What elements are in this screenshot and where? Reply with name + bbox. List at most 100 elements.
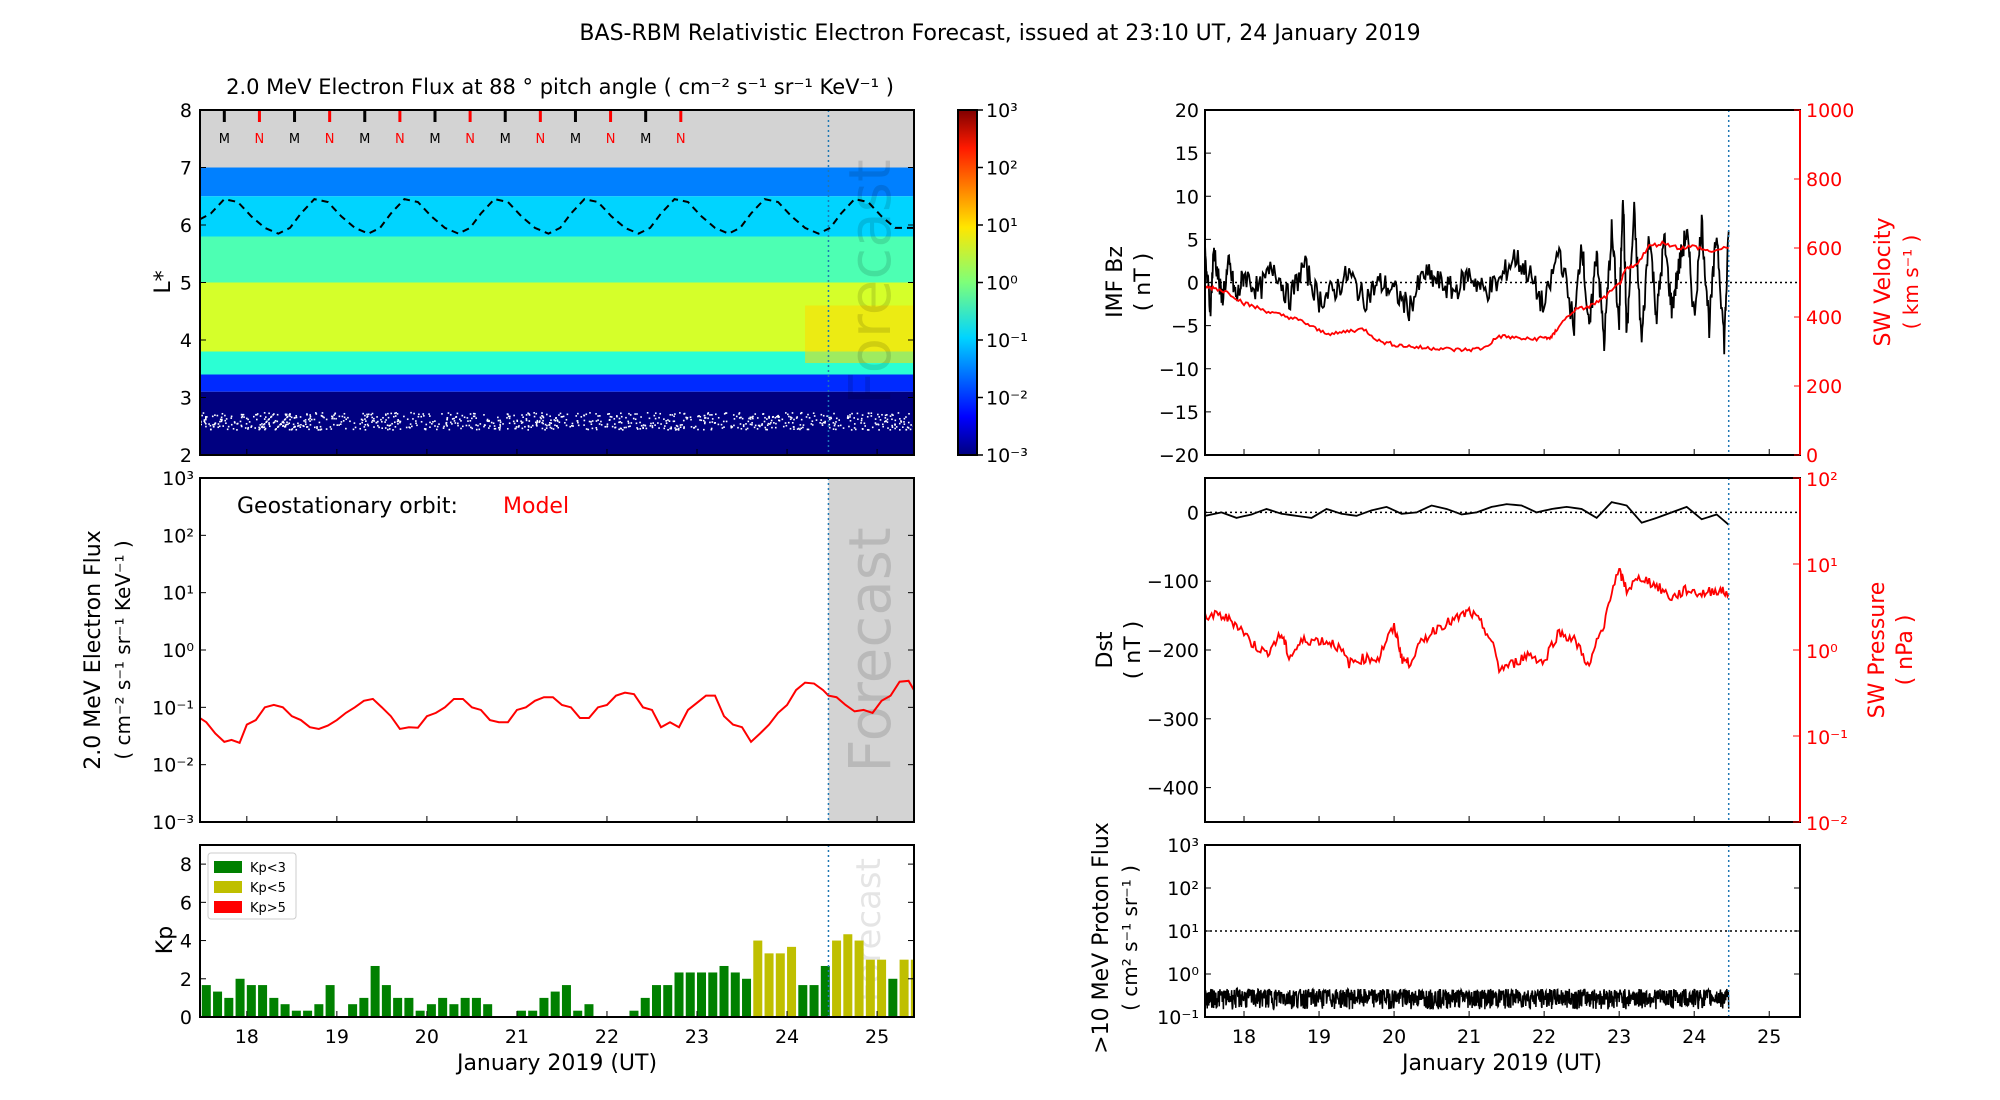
spectrogram-noise-dot <box>764 416 766 419</box>
spectrogram-noise-dot <box>634 418 637 421</box>
spectrogram-noise-dot <box>343 412 346 415</box>
spectrogram-noise-dot <box>465 424 468 427</box>
spectrogram-noise-dot <box>608 419 611 421</box>
y-tick-label-right: 10¹ <box>1806 555 1838 577</box>
spectrogram-noise-dot <box>793 428 795 430</box>
spectrogram-noise-dot <box>478 428 481 431</box>
spectrogram-noise-dot <box>288 428 291 431</box>
spectrogram-noise-dot <box>636 428 639 430</box>
x-tick-label: 23 <box>685 1026 709 1048</box>
spectrogram-noise-dot <box>394 415 397 417</box>
midnight-marker-label: M <box>640 132 651 147</box>
spectrogram-noise-dot <box>672 420 675 423</box>
geo-ylabel-line2: ( cm⁻² s⁻¹ sr⁻¹ KeV⁻¹ ) <box>111 540 135 759</box>
spectrogram-noise-dot <box>907 427 910 429</box>
geo-forecast-shade <box>828 478 914 822</box>
spectrogram-noise-dot <box>542 415 544 418</box>
spectrogram-noise-dot <box>486 418 489 421</box>
spectrogram-noise-dot <box>585 428 588 430</box>
spectrogram-noise-dot <box>571 425 573 427</box>
spectrogram-noise-dot <box>770 419 773 422</box>
spectrogram-noise-dot <box>867 412 870 414</box>
colorbar-tick-label: 10⁻¹ <box>986 330 1028 352</box>
y-tick-label: 10 <box>1175 186 1199 208</box>
spectrogram-noise-dot <box>214 422 217 424</box>
kp-bar <box>235 978 245 1017</box>
spectrogram-noise-dot <box>799 428 801 431</box>
kp-bar <box>516 1010 526 1017</box>
spectrogram-noise-dot <box>561 415 564 418</box>
spectrogram-noise-dot <box>761 424 763 426</box>
spectrogram-noise-dot <box>812 412 815 415</box>
spectrogram-noise-dot <box>860 422 862 424</box>
spectrogram-noise-dot <box>607 413 609 415</box>
spectrogram-noise-dot <box>364 428 367 431</box>
spectrogram-noise-dot <box>762 413 765 415</box>
spectrogram-noise-dot <box>864 425 867 427</box>
spectrogram-noise-dot <box>259 427 261 430</box>
spectrogram-noise-dot <box>766 428 768 431</box>
spectrogram-noise-dot <box>347 416 349 419</box>
spectrogram-noise-dot <box>693 427 695 429</box>
spectrogram-flux-band <box>200 391 914 455</box>
spectrogram-noise-dot <box>544 423 547 426</box>
spectrogram-noise-dot <box>205 418 207 421</box>
spectrogram-noise-dot <box>703 414 706 417</box>
spectrogram-noise-dot <box>392 429 394 431</box>
spectrogram-noise-dot <box>299 426 302 428</box>
spectrogram-noise-dot <box>714 413 717 416</box>
spectrogram-noise-dot <box>645 427 648 430</box>
spectrogram-noise-dot <box>629 414 632 416</box>
proton-ylabel-line2: ( cm² s⁻¹ sr⁻¹ ) <box>1118 865 1142 1011</box>
spectrogram-noise-dot <box>493 425 496 427</box>
spectrogram-noise-dot <box>822 414 825 417</box>
spectrogram-noise-dot <box>789 416 792 418</box>
spectrogram-noise-dot <box>838 419 841 421</box>
spectrogram-noise-dot <box>269 416 272 419</box>
kp-legend-label: Kp<5 <box>250 881 286 896</box>
kp-bar <box>787 946 797 1017</box>
spectrogram-noise-dot <box>891 426 894 429</box>
spectrogram-noise-dot <box>793 418 795 421</box>
spectrogram-noise-dot <box>222 425 225 427</box>
spectrogram-noise-dot <box>856 412 859 415</box>
spectrogram-noise-dot <box>201 414 203 417</box>
spectrogram-noise-dot <box>881 413 883 416</box>
spectrogram-noise-dot <box>474 412 476 415</box>
spectrogram-noise-dot <box>205 417 207 420</box>
spectrogram-noise-dot <box>590 423 593 426</box>
spectrogram-noise-dot <box>751 422 753 424</box>
spectrogram-noise-dot <box>698 415 700 417</box>
spectrogram-noise-dot <box>766 424 769 427</box>
spectrogram-noise-dot <box>899 429 901 431</box>
spectrogram-noise-dot <box>634 413 636 415</box>
spectrogram-noise-dot <box>777 416 780 418</box>
spectrogram-noise-dot <box>525 419 528 422</box>
spectrogram-noise-dot <box>345 427 347 430</box>
kp-legend-swatch <box>214 901 242 913</box>
spectrogram-noise-dot <box>309 414 311 416</box>
spectrogram-noise-dot <box>286 421 288 424</box>
spectrogram-noise-dot <box>446 418 448 421</box>
spectrogram-noise-dot <box>263 412 266 414</box>
kp-bar <box>742 978 752 1017</box>
swv-ylabel-line1: SW Velocity <box>1871 217 1896 346</box>
midnight-marker-label: M <box>429 132 440 147</box>
spectrogram-noise-dot <box>520 422 523 424</box>
spectrogram-noise-dot <box>255 418 258 421</box>
proton-ylabel-line1: >10 MeV Proton Flux <box>1089 822 1114 1054</box>
spectrogram-noise-dot <box>236 429 238 431</box>
kp-bar <box>483 1004 493 1017</box>
y-tick-label: 6 <box>180 892 192 914</box>
proton-panel: 10³ 10² 10¹ 10⁰ 10⁻¹ 18 19 20 21 22 23 24 25 >10 MeV… <box>1089 822 1801 1076</box>
spectrogram-noise-dot <box>525 414 528 416</box>
spectrogram-noise-dot <box>467 420 469 422</box>
spectrogram-noise-dot <box>220 416 223 419</box>
noon-marker-label: N <box>325 132 335 147</box>
kp-legend-swatch <box>214 861 242 873</box>
spectrogram-noise-dot <box>522 416 524 418</box>
spectrogram-noise-dot <box>797 427 800 430</box>
spectrogram-noise-dot <box>835 421 837 423</box>
spectrogram-noise-dot <box>785 424 788 427</box>
